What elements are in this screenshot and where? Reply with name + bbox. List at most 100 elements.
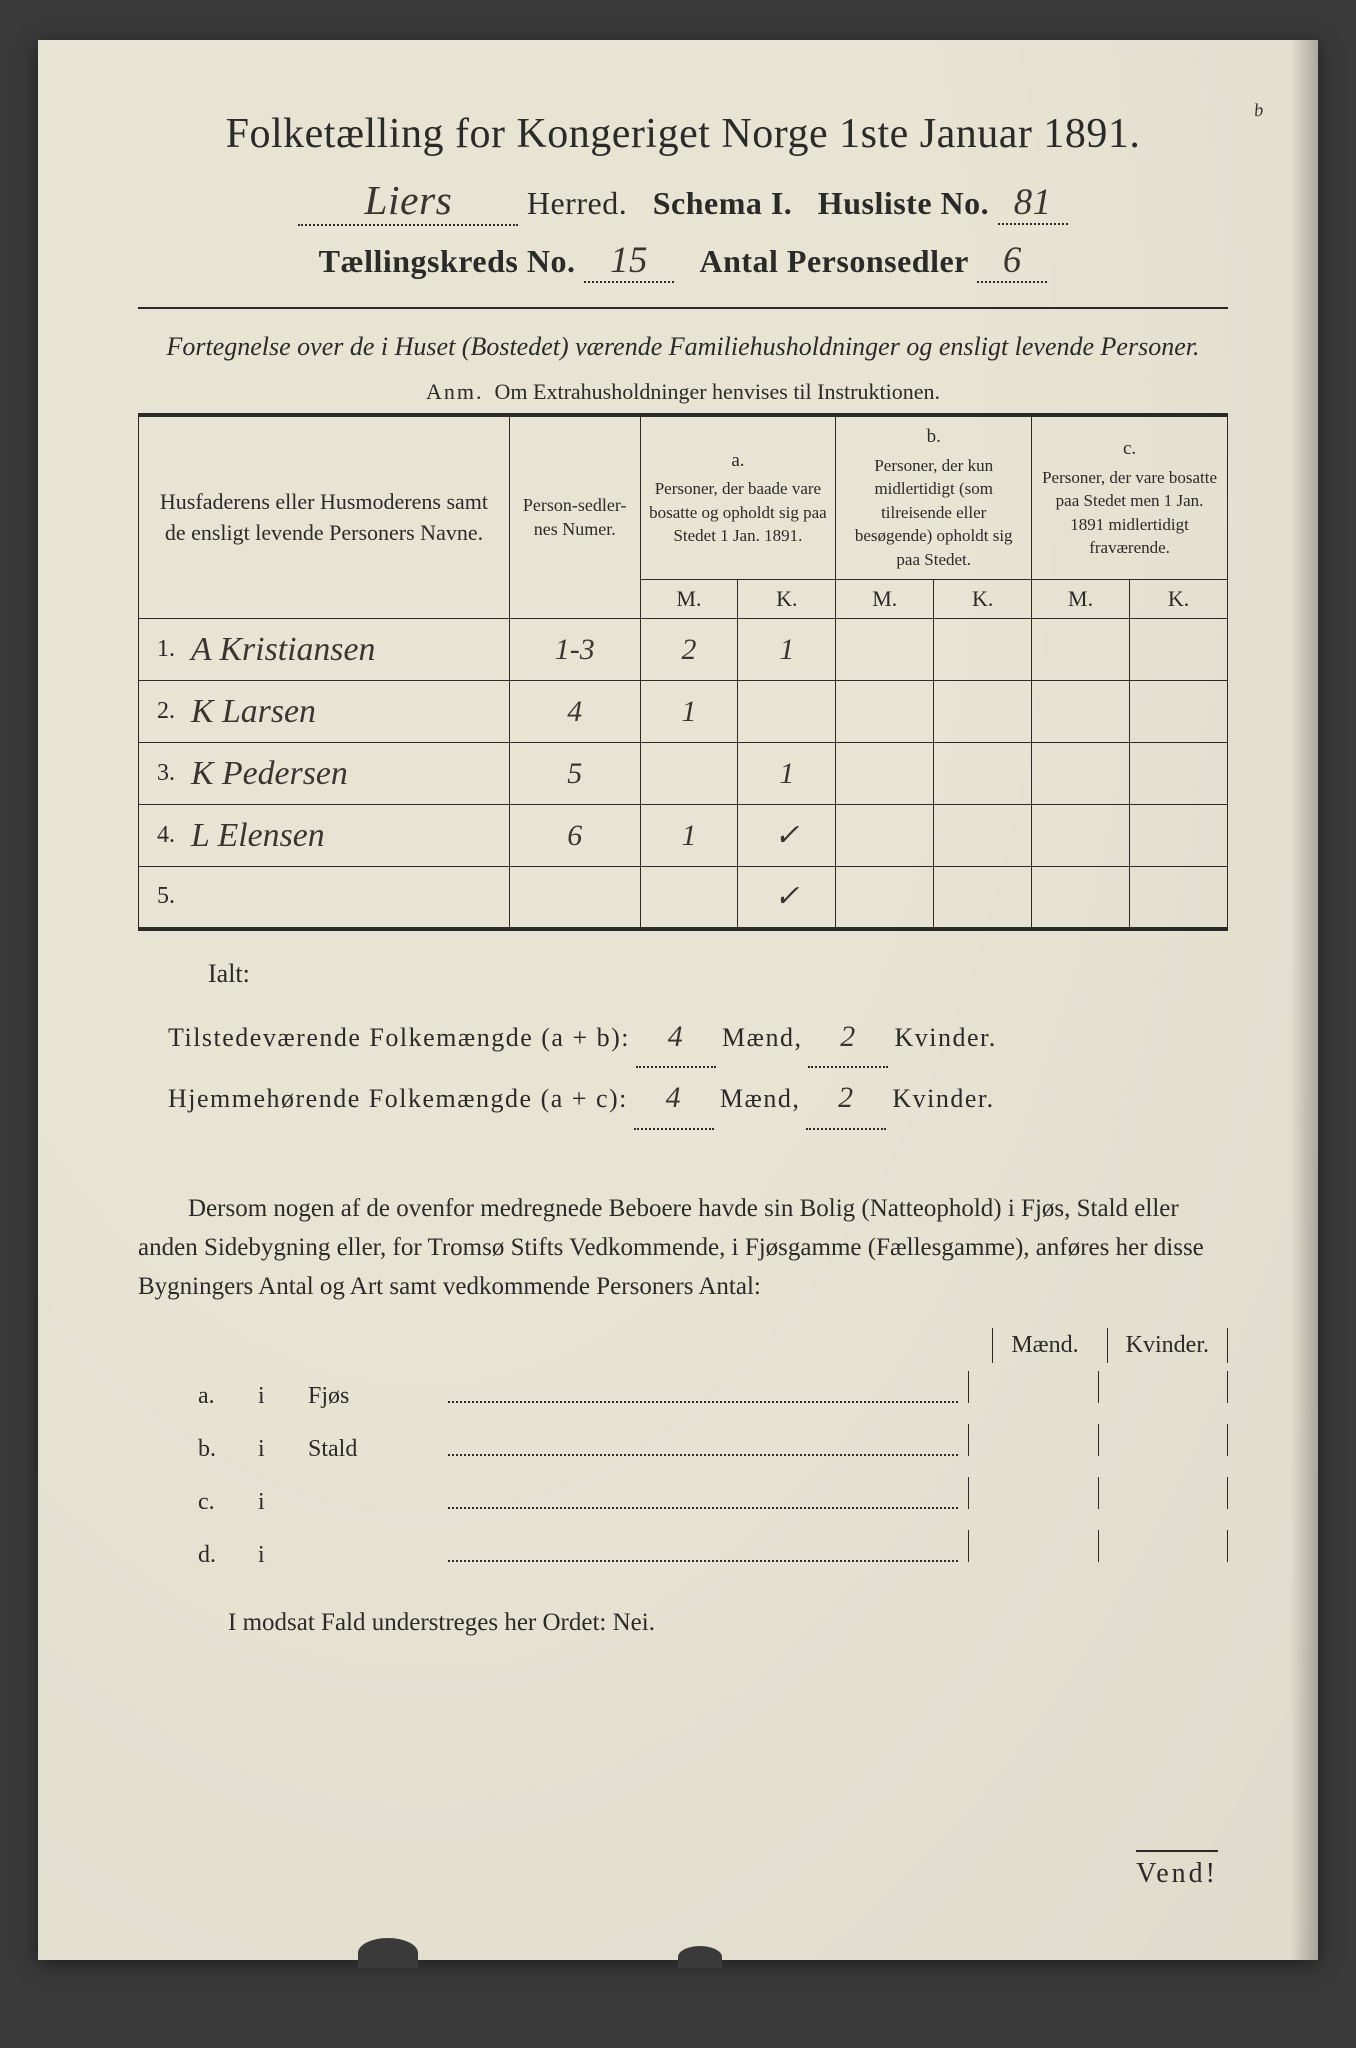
header-line-2: Liers Herred. Schema I. Husliste No. 81: [138, 176, 1228, 226]
outbuilding-row: a.iFjøs: [198, 1371, 1228, 1410]
row-c-k: [1130, 681, 1228, 743]
row-number: 3.: [139, 743, 184, 805]
ob-row-dots: [448, 1485, 958, 1509]
outbuildings-block: Mænd. Kvinder. a.iFjøsb.iStaldc.id.i: [198, 1328, 1228, 1569]
totals-2-label: Hjemmehørende Folkemængde (a + c):: [168, 1073, 628, 1125]
ialt-label: Ialt:: [208, 959, 1228, 989]
row-num: 5: [509, 743, 640, 805]
totals-1-k: 2: [808, 1007, 888, 1069]
maend-label-2: Mænd,: [720, 1073, 800, 1125]
row-name: K Pedersen: [183, 743, 509, 805]
totals-1-label: Tilstedeværende Folkemængde (a + b):: [168, 1012, 630, 1064]
page-tear: [358, 1938, 418, 1968]
col-a-k: K.: [738, 580, 836, 619]
page-title: Folketælling for Kongeriget Norge 1ste J…: [138, 110, 1228, 158]
ob-row-k: [1098, 1424, 1228, 1456]
row-c-m: [1032, 619, 1130, 681]
ob-row-name: Stald: [308, 1436, 448, 1463]
maend-label-1: Mænd,: [722, 1012, 802, 1064]
header-line-3: Tællingskreds No. 15 Antal Personsedler …: [138, 238, 1228, 283]
row-num: 6: [509, 805, 640, 867]
row-a-m: 1: [640, 681, 738, 743]
kreds-value: 15: [584, 238, 674, 283]
ob-row-i: i: [258, 1542, 308, 1569]
table-row: 1.A Kristiansen1-321: [139, 619, 1228, 681]
row-c-m: [1032, 805, 1130, 867]
vend-label: Vend!: [1136, 1850, 1218, 1890]
ob-row-k: [1098, 1530, 1228, 1562]
herred-label: Herred.: [527, 185, 627, 221]
ob-row-dots: [448, 1379, 958, 1403]
ob-row-label: d.: [198, 1542, 258, 1569]
row-c-k: [1130, 619, 1228, 681]
row-a-m: 2: [640, 619, 738, 681]
totals-2-k: 2: [806, 1068, 886, 1130]
husliste-label: Husliste No.: [818, 185, 989, 221]
household-table: Husfaderens eller Husmoderens samt de en…: [138, 413, 1228, 930]
row-b-k: [934, 867, 1032, 929]
ob-row-m: [968, 1424, 1098, 1456]
row-a-k: [738, 681, 836, 743]
col-group-b: b. Personer, der kun midlertidigt (som t…: [836, 415, 1032, 579]
row-b-m: [836, 619, 934, 681]
totals-2-m: 4: [634, 1068, 714, 1130]
totals-row-1: Tilstedeværende Folkemængde (a + b): 4 M…: [168, 1007, 1228, 1069]
census-form-page: b Folketælling for Kongeriget Norge 1ste…: [38, 40, 1318, 1960]
row-a-k: ✓: [738, 805, 836, 867]
ob-row-i: i: [258, 1436, 308, 1463]
herred-value: Liers: [298, 176, 518, 226]
table-row: 3.K Pedersen5 1: [139, 743, 1228, 805]
row-a-k: ✓: [738, 867, 836, 929]
ob-row-k: [1098, 1371, 1228, 1403]
outbuildings-header: Mænd. Kvinder.: [198, 1328, 1228, 1363]
col-group-a: a. Personer, der baade vare bosatte og o…: [640, 415, 836, 579]
row-name: [183, 867, 509, 929]
ob-row-k: [1098, 1477, 1228, 1509]
husliste-value: 81: [998, 180, 1068, 225]
row-b-m: [836, 805, 934, 867]
group-c-text: Personer, der vare bosatte paa Stedet me…: [1042, 468, 1217, 557]
table-row: 5.✓: [139, 867, 1228, 929]
totals-block: Tilstedeværende Folkemængde (a + b): 4 M…: [168, 1007, 1228, 1131]
totals-row-2: Hjemmehørende Folkemængde (a + c): 4 Mæn…: [168, 1068, 1228, 1130]
row-name: K Larsen: [183, 681, 509, 743]
row-name: A Kristiansen: [183, 619, 509, 681]
ob-row-m: [968, 1530, 1098, 1562]
row-a-k: 1: [738, 743, 836, 805]
totals-1-m: 4: [636, 1007, 716, 1069]
col-header-name: Husfaderens eller Husmoderens samt de en…: [139, 415, 510, 618]
table-row: 2.K Larsen41: [139, 681, 1228, 743]
group-c-label: c.: [1038, 437, 1221, 462]
ob-header-m: Mænd.: [992, 1328, 1096, 1363]
ob-row-dots: [448, 1538, 958, 1562]
ob-row-name: Fjøs: [308, 1383, 448, 1410]
ob-row-i: i: [258, 1383, 308, 1410]
row-c-k: [1130, 805, 1228, 867]
ob-row-i: i: [258, 1489, 308, 1516]
row-a-k: 1: [738, 619, 836, 681]
row-name: L Elensen: [183, 805, 509, 867]
col-c-k: K.: [1130, 580, 1228, 619]
ob-row-m: [968, 1371, 1098, 1403]
row-b-m: [836, 867, 934, 929]
anm-text: Om Extrahusholdninger henvises til Instr…: [495, 379, 940, 404]
row-c-m: [1032, 867, 1130, 929]
sedler-value: 6: [977, 238, 1047, 283]
row-num: 1-3: [509, 619, 640, 681]
outbuilding-row: d.i: [198, 1530, 1228, 1569]
ob-row-label: b.: [198, 1436, 258, 1463]
kreds-label: Tællingskreds No.: [319, 243, 576, 279]
subtitle: Fortegnelse over de i Huset (Bostedet) v…: [138, 329, 1228, 365]
anm-line: Anm. Om Extrahusholdninger henvises til …: [138, 379, 1228, 405]
row-c-m: [1032, 681, 1130, 743]
kvinder-label-1: Kvinder.: [894, 1012, 996, 1064]
row-number: 1.: [139, 619, 184, 681]
outbuilding-row: c.i: [198, 1477, 1228, 1516]
ob-row-label: a.: [198, 1383, 258, 1410]
col-group-c: c. Personer, der vare bosatte paa Stedet…: [1032, 415, 1228, 579]
outbuilding-row: b.iStald: [198, 1424, 1228, 1463]
row-c-k: [1130, 743, 1228, 805]
row-a-m: 1: [640, 805, 738, 867]
nei-line: I modsat Fald understreges her Ordet: Ne…: [228, 1609, 1228, 1637]
ob-row-dots: [448, 1432, 958, 1456]
